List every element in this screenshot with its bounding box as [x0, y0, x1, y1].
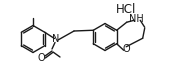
Text: HCl: HCl	[116, 3, 136, 16]
Text: NH: NH	[129, 14, 144, 24]
Text: O: O	[38, 53, 45, 63]
Text: N: N	[52, 34, 60, 44]
Text: O: O	[123, 44, 130, 54]
